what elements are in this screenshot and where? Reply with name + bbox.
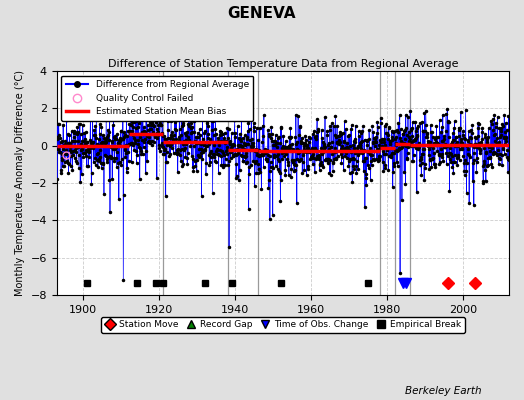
Text: Berkeley Earth: Berkeley Earth xyxy=(406,386,482,396)
Legend: Station Move, Record Gap, Time of Obs. Change, Empirical Break: Station Move, Record Gap, Time of Obs. C… xyxy=(101,317,465,333)
Y-axis label: Monthly Temperature Anomaly Difference (°C): Monthly Temperature Anomaly Difference (… xyxy=(15,70,25,296)
Title: Difference of Station Temperature Data from Regional Average: Difference of Station Temperature Data f… xyxy=(107,59,458,69)
Text: GENEVA: GENEVA xyxy=(228,6,296,21)
